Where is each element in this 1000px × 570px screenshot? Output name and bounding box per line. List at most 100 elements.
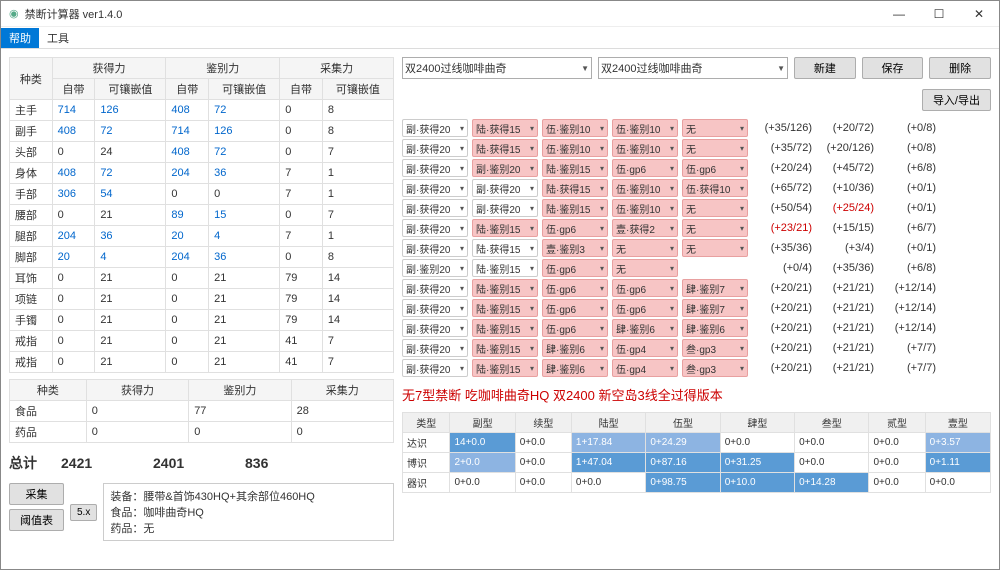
materia-slot[interactable]: 无▾ [682, 239, 748, 257]
materia-slot[interactable]: 伍·鉴别10▾ [612, 179, 678, 197]
grid-row: 副·鉴别20▾陆·鉴别15▾伍·gp6▾无▾(+0/4)(+35/36)(+6/… [402, 259, 991, 277]
new-button[interactable]: 新建 [794, 57, 856, 79]
materia-slot[interactable]: 伍·gp6▾ [542, 299, 608, 317]
materia-slot[interactable]: 肆·鉴别6▾ [542, 339, 608, 357]
materia-slot[interactable]: 伍·gp6▾ [612, 299, 678, 317]
menu-help[interactable]: 帮助 [1, 28, 39, 48]
materia-slot[interactable]: 陆·获得15▾ [472, 139, 538, 157]
table-row: 器识0+0.00+0.00+0.00+98.750+10.00+14.280+0… [403, 473, 991, 493]
materia-slot[interactable]: 叁·gp3▾ [682, 339, 748, 357]
save-button[interactable]: 保存 [862, 57, 924, 79]
materia-slot[interactable]: 伍·gp6▾ [542, 219, 608, 237]
result-value: (+0/8) [880, 142, 936, 154]
materia-slot[interactable]: 肆·鉴别7▾ [682, 299, 748, 317]
table-row: 戒指021021417 [10, 352, 394, 373]
threshold-button[interactable]: 阈值表 [9, 509, 64, 531]
materia-slot[interactable]: 伍·gp6▾ [542, 259, 608, 277]
materia-slot[interactable]: 肆·鉴别6▾ [612, 319, 678, 337]
left-panel: 种类 获得力 鉴别力 采集力 自带 可镶嵌值 自带 可镶嵌值 自带 可镶嵌值 主… [9, 57, 394, 561]
materia-slot[interactable]: 陆·鉴别15▾ [542, 159, 608, 177]
materia-slot[interactable]: 副·获得20▾ [402, 299, 468, 317]
table-row: 脚部2042043608 [10, 247, 394, 268]
grid-row: 副·获得20▾陆·获得15▾伍·鉴别10▾伍·鉴别10▾无▾(+35/72)(+… [402, 139, 991, 157]
materia-slot[interactable]: 副·获得20▾ [402, 119, 468, 137]
minimize-button[interactable]: — [879, 1, 919, 27]
materia-slot[interactable]: 陆·鉴别15▾ [472, 359, 538, 377]
materia-slot[interactable]: 陆·鉴别15▾ [472, 299, 538, 317]
materia-slot[interactable]: 伍·获得10▾ [682, 179, 748, 197]
grid-row: 副·获得20▾陆·获得15▾伍·鉴别10▾伍·鉴别10▾无▾(+35/126)(… [402, 119, 991, 137]
materia-slot[interactable]: 无▾ [682, 219, 748, 237]
materia-slot[interactable]: 无▾ [612, 259, 678, 277]
materia-slot[interactable]: 肆·鉴别6▾ [542, 359, 608, 377]
preset-select-1[interactable]: 双2400过线咖啡曲奇▼ [402, 57, 592, 79]
materia-slot[interactable]: 无▾ [682, 119, 748, 137]
maximize-button[interactable]: ☐ [919, 1, 959, 27]
materia-slot[interactable]: 伍·鉴别10▾ [612, 119, 678, 137]
materia-slot[interactable]: 伍·鉴别10▾ [612, 199, 678, 217]
materia-slot[interactable]: 陆·鉴别15▾ [472, 279, 538, 297]
preset-select-2[interactable]: 双2400过线咖啡曲奇▼ [598, 57, 788, 79]
materia-slot[interactable]: 副·鉴别20▾ [472, 159, 538, 177]
materia-slot[interactable]: 伍·鉴别10▾ [612, 139, 678, 157]
th-coll: 采集力 [280, 58, 394, 79]
table-row: 腿部2043620471 [10, 226, 394, 247]
five-button[interactable]: 5.x [70, 504, 97, 521]
materia-slot[interactable]: 副·获得20▾ [402, 319, 468, 337]
materia-slot[interactable]: 陆·鉴别15▾ [472, 259, 538, 277]
materia-slot[interactable]: 壹·鉴别3▾ [542, 239, 608, 257]
totals-label: 总计 [9, 453, 49, 473]
materia-slot[interactable]: 副·获得20▾ [402, 179, 468, 197]
materia-slot[interactable]: 肆·鉴别6▾ [682, 319, 748, 337]
materia-slot[interactable]: 陆·鉴别15▾ [472, 339, 538, 357]
result-value: (+20/21) [756, 302, 812, 314]
materia-slot[interactable]: 无▾ [682, 199, 748, 217]
materia-slot[interactable]: 无▾ [682, 139, 748, 157]
materia-slot[interactable]: 副·获得20▾ [402, 219, 468, 237]
materia-slot[interactable]: 副·获得20▾ [402, 279, 468, 297]
import-export-button[interactable]: 导入/导出 [922, 89, 991, 111]
materia-slot[interactable]: 伍·gp6▾ [612, 279, 678, 297]
materia-slot[interactable]: 伍·鉴别10▾ [542, 139, 608, 157]
materia-slot[interactable]: 伍·gp6▾ [542, 319, 608, 337]
materia-slot[interactable]: 副·获得20▾ [402, 199, 468, 217]
result-value: (+65/72) [756, 182, 812, 194]
materia-slot[interactable]: 肆·鉴别7▾ [682, 279, 748, 297]
result-value: (+12/14) [880, 322, 936, 334]
materia-slot[interactable]: 副·鉴别20▾ [402, 259, 468, 277]
materia-slot[interactable]: 副·获得20▾ [402, 359, 468, 377]
materia-slot[interactable]: 副·获得20▾ [402, 339, 468, 357]
materia-slot[interactable]: 伍·gp6▾ [612, 159, 678, 177]
table-row: 耳饰0210217914 [10, 268, 394, 289]
materia-slot[interactable]: 伍·gp6▾ [682, 159, 748, 177]
materia-slot[interactable]: 副·获得20▾ [472, 199, 538, 217]
materia-slot[interactable]: 陆·鉴别15▾ [472, 219, 538, 237]
result-value: (+35/72) [756, 142, 812, 154]
materia-slot[interactable]: 陆·获得15▾ [472, 119, 538, 137]
collect-button[interactable]: 采集 [9, 483, 64, 505]
totals-row: 总计 2421 2401 836 [9, 449, 394, 477]
materia-slot[interactable]: 陆·鉴别15▾ [542, 199, 608, 217]
materia-slot[interactable]: 壹·获得2▾ [612, 219, 678, 237]
result-value: (+21/21) [818, 342, 874, 354]
materia-slot[interactable]: 伍·鉴别10▾ [542, 119, 608, 137]
menu-tools[interactable]: 工具 [39, 28, 77, 48]
delete-button[interactable]: 删除 [929, 57, 991, 79]
materia-slot[interactable]: 陆·鉴别15▾ [472, 319, 538, 337]
materia-slot[interactable]: 副·获得20▾ [402, 159, 468, 177]
materia-slot[interactable]: 无▾ [612, 239, 678, 257]
materia-slot[interactable]: 叁·gp3▾ [682, 359, 748, 377]
materia-slot[interactable]: 伍·gp4▾ [612, 339, 678, 357]
materia-slot[interactable]: 陆·获得15▾ [542, 179, 608, 197]
table-row: 手镯0210217914 [10, 310, 394, 331]
materia-slot[interactable]: 副·获得20▾ [402, 239, 468, 257]
materia-slot[interactable]: 伍·gp6▾ [542, 279, 608, 297]
materia-slot[interactable]: 副·获得20▾ [402, 139, 468, 157]
materia-slot[interactable]: 伍·gp4▾ [612, 359, 678, 377]
materia-slot[interactable]: 陆·获得15▾ [472, 239, 538, 257]
table-row: 主手7141264087208 [10, 100, 394, 121]
materia-slot[interactable]: 副·获得20▾ [472, 179, 538, 197]
result-value: (+12/14) [880, 282, 936, 294]
result-value: (+3/4) [818, 242, 874, 254]
close-button[interactable]: ✕ [959, 1, 999, 27]
